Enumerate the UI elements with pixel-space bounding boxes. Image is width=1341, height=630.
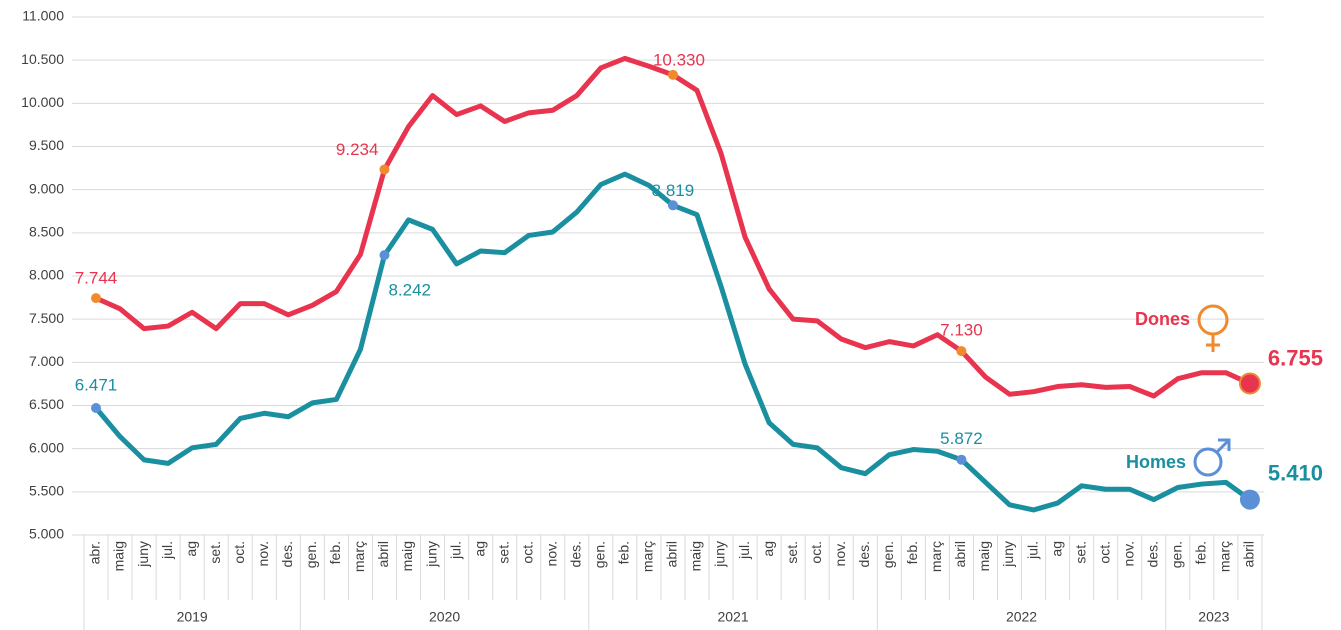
x-tick-label: abril <box>664 541 680 567</box>
x-tick-label: març <box>1217 541 1233 572</box>
y-tick-label: 9.000 <box>29 180 64 196</box>
x-tick-label: maig <box>688 541 704 571</box>
x-tick-label: maig <box>111 541 127 571</box>
x-tick-label: març <box>351 541 367 572</box>
x-tick-label: nov. <box>255 541 271 566</box>
data-label: 6.755 <box>1268 345 1323 370</box>
point-marker <box>91 403 101 414</box>
x-tick-label: oct. <box>231 541 247 564</box>
x-tick-label: ag <box>471 541 487 557</box>
x-tick-label: juny <box>423 541 439 568</box>
x-tick-label: gen. <box>880 541 896 568</box>
data-label: 8.819 <box>652 181 695 200</box>
y-tick-label: 10.000 <box>21 94 64 110</box>
x-tick-label: set. <box>1072 541 1088 564</box>
x-tick-label: oct. <box>1096 541 1112 564</box>
x-tick-label: des. <box>568 541 584 567</box>
x-tick-label: gen. <box>592 541 608 568</box>
x-tick-label: des. <box>279 541 295 567</box>
x-tick-label: feb. <box>904 541 920 564</box>
x-tick-label: abril <box>1241 541 1257 567</box>
line-series <box>94 55 1251 399</box>
x-tick-label: set. <box>495 541 511 564</box>
point-marker <box>667 69 678 80</box>
series-name: Dones <box>1135 309 1190 329</box>
x-tick-label: jul. <box>736 541 752 560</box>
line-series <box>94 171 1252 513</box>
data-label: 7.744 <box>75 269 118 288</box>
x-tick-label: nov. <box>543 541 559 566</box>
y-tick-label: 8.000 <box>29 267 64 283</box>
y-tick-label: 6.000 <box>29 439 64 455</box>
x-group-label: 2022 <box>1006 609 1037 625</box>
gender-icon <box>1215 439 1230 454</box>
x-tick-label: abril <box>375 541 391 567</box>
gender-icon <box>1197 304 1229 336</box>
x-tick-label: nov. <box>1120 541 1136 566</box>
x-tick-label: set. <box>784 541 800 564</box>
x-tick-label: des. <box>1144 541 1160 567</box>
data-label: 6.471 <box>75 375 118 394</box>
x-group-label: 2020 <box>429 609 460 625</box>
x-tick-label: oct. <box>519 541 535 564</box>
x-group-label: 2019 <box>177 609 208 625</box>
x-tick-label: juny <box>1000 541 1016 568</box>
point-marker <box>1239 489 1260 510</box>
x-tick-label: maig <box>976 541 992 571</box>
x-tick-label: feb. <box>1193 541 1209 564</box>
x-tick-label: feb. <box>616 541 632 564</box>
x-tick-label: nov. <box>832 541 848 566</box>
x-tick-label: maig <box>399 541 415 571</box>
y-tick-label: 6.500 <box>29 396 64 412</box>
point-marker <box>956 346 967 357</box>
data-label: 5.410 <box>1268 460 1323 485</box>
gender-icon <box>1193 447 1223 477</box>
data-label: 5.872 <box>940 429 983 448</box>
x-tick-label: gen. <box>1169 541 1185 568</box>
y-tick-label: 7.000 <box>29 353 64 369</box>
y-tick-label: 9.500 <box>29 137 64 153</box>
x-tick-label: jul. <box>1024 541 1040 560</box>
x-tick-label: des. <box>856 541 872 567</box>
x-tick-label: ag <box>1048 541 1064 557</box>
x-tick-label: abr. <box>87 541 103 564</box>
y-tick-label: 8.500 <box>29 224 64 240</box>
x-group-label: 2021 <box>717 609 748 625</box>
data-label: 7.130 <box>940 321 983 340</box>
gender-icon <box>1218 438 1231 451</box>
point-marker <box>1238 372 1261 395</box>
point-marker <box>956 454 967 465</box>
x-tick-label: abril <box>952 541 968 567</box>
x-tick-label: ag <box>183 541 199 557</box>
data-label: 9.234 <box>336 140 379 159</box>
point-marker <box>379 250 390 261</box>
data-label: 8.242 <box>388 281 431 300</box>
x-tick-label: març <box>928 541 944 572</box>
x-tick-label: març <box>640 541 656 572</box>
x-tick-label: jul. <box>159 541 175 560</box>
y-tick-label: 10.500 <box>21 51 64 67</box>
point-marker <box>667 200 678 211</box>
y-tick-label: 11.000 <box>22 8 64 24</box>
y-tick-label: 5.000 <box>29 526 64 542</box>
y-tick-label: 7.500 <box>29 310 64 326</box>
data-label: 10.330 <box>653 50 705 69</box>
x-group-label: 2023 <box>1198 609 1229 625</box>
x-tick-label: juny <box>135 541 151 568</box>
y-tick-label: 5.500 <box>29 483 64 499</box>
x-tick-label: feb. <box>327 541 343 564</box>
point-marker <box>379 164 390 175</box>
x-tick-label: ag <box>760 541 776 557</box>
series-name: Homes <box>1126 452 1186 472</box>
x-tick-label: juny <box>712 541 728 568</box>
point-marker <box>91 293 101 304</box>
x-tick-label: oct. <box>808 541 824 564</box>
x-tick-label: gen. <box>303 541 319 568</box>
x-tick-label: set. <box>207 541 223 564</box>
x-tick-label: jul. <box>447 541 463 560</box>
